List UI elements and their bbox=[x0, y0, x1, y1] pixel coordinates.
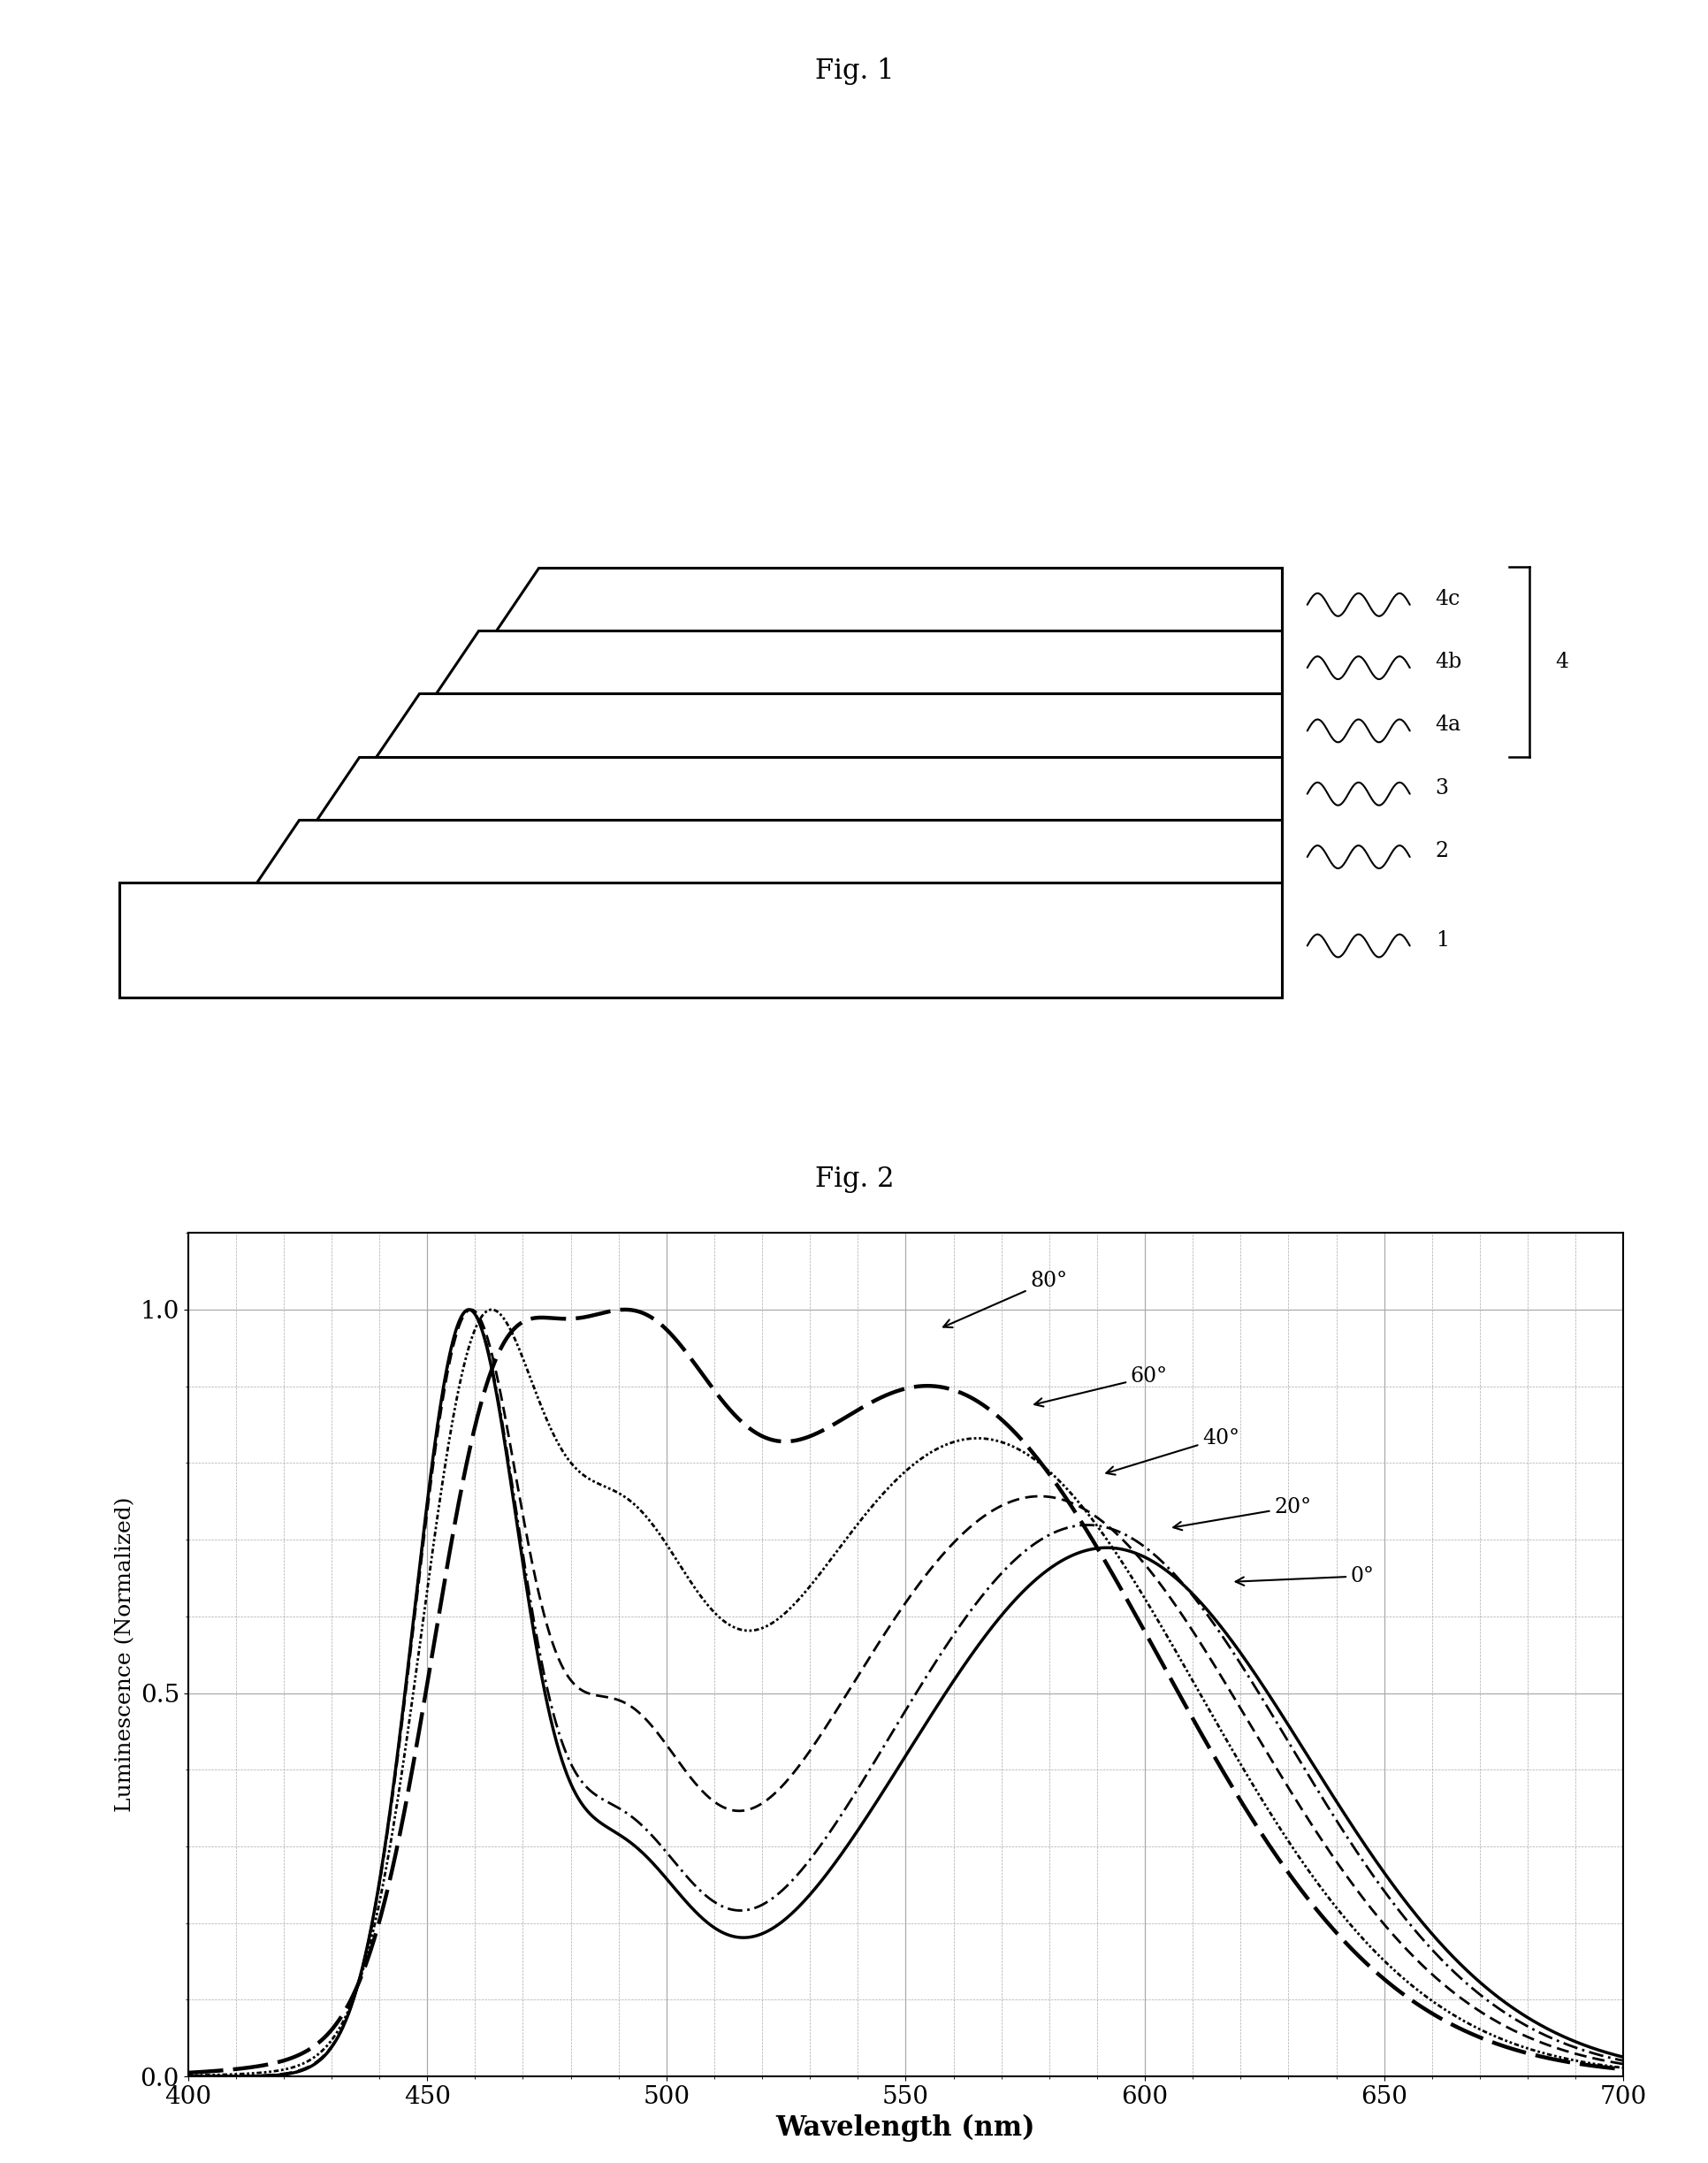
Text: 80°: 80° bbox=[943, 1270, 1068, 1328]
Text: 4a: 4a bbox=[1435, 716, 1460, 735]
Text: 4c: 4c bbox=[1435, 588, 1460, 610]
Text: 4b: 4b bbox=[1435, 651, 1462, 673]
Text: Fig. 2: Fig. 2 bbox=[815, 1166, 893, 1192]
Text: Fig. 1: Fig. 1 bbox=[815, 56, 893, 84]
Polygon shape bbox=[495, 567, 1281, 632]
X-axis label: Wavelength (nm): Wavelength (nm) bbox=[775, 2113, 1035, 2141]
Text: 3: 3 bbox=[1435, 779, 1448, 798]
Text: 2: 2 bbox=[1435, 841, 1448, 861]
Polygon shape bbox=[256, 820, 1281, 883]
Text: 0°: 0° bbox=[1235, 1566, 1373, 1585]
Text: 60°: 60° bbox=[1033, 1367, 1167, 1406]
Polygon shape bbox=[316, 757, 1281, 820]
Text: 1: 1 bbox=[1435, 930, 1448, 950]
Y-axis label: Luminescence (Normalized): Luminescence (Normalized) bbox=[114, 1497, 135, 1813]
Text: 40°: 40° bbox=[1105, 1428, 1238, 1475]
Polygon shape bbox=[120, 883, 1281, 997]
Text: 4: 4 bbox=[1554, 651, 1568, 673]
Polygon shape bbox=[436, 632, 1281, 694]
Text: 20°: 20° bbox=[1173, 1497, 1310, 1529]
Polygon shape bbox=[376, 694, 1281, 757]
